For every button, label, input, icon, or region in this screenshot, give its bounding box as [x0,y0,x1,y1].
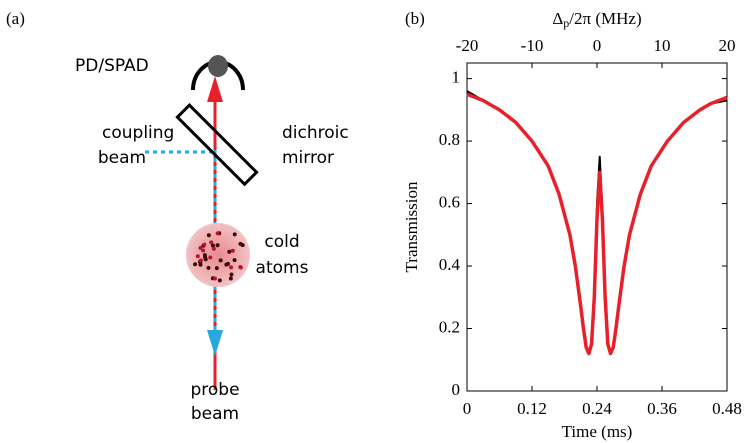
atom [210,243,215,248]
y-axis-label: Transmission [402,181,421,273]
x2-tick-label: -20 [456,36,479,55]
atom [211,246,216,251]
atom [201,248,206,253]
atom [212,276,217,281]
atom [206,233,211,238]
detector-dot [208,55,228,77]
x2-symbol: Δ [552,9,563,28]
atom [215,243,220,248]
atom [230,248,235,253]
atom [238,241,243,246]
atom [215,231,220,236]
y-tick-label: 0 [452,380,461,399]
atom [228,276,233,281]
panel-label: (a) [6,9,25,28]
atom [238,265,243,270]
mirror-label: dichroic [282,123,349,143]
x2-axis-label: Δp/2π (MHz) [552,9,641,30]
atom [198,258,203,263]
y-tick-label: 0.4 [439,255,461,274]
x2-tick-label: -10 [521,36,544,55]
atom [227,249,232,254]
y-tick-label: 0.8 [439,130,460,149]
atom [232,232,237,237]
y-tick-label: 0.2 [439,317,460,336]
probe-arrow [207,76,223,102]
atom [232,258,237,263]
atom [224,262,229,267]
y-tick-label: 1 [452,68,461,87]
x-tick-label: 0.24 [582,399,612,418]
atoms [193,231,245,283]
atom [195,254,200,259]
x-tick-label: 0.48 [712,399,742,418]
atom [209,240,214,245]
x2-subscript: p [563,16,569,30]
x-tick-label: 0.36 [647,399,677,418]
coupling-arrow [207,330,223,356]
coupling-label: coupling [102,123,174,143]
x2-tick-label: 0 [593,36,602,55]
x2-tick-label: 10 [654,36,671,55]
atom [208,255,213,260]
atom-cloud [186,223,250,287]
atom [214,266,219,271]
atom [229,272,234,277]
detector-label: PD/SPAD [75,56,149,76]
atoms-label: cold [264,232,299,252]
y-tick-label: 0.6 [439,192,460,211]
atom [206,265,211,270]
atom [229,265,234,270]
x2-rest: /2π (MHz) [569,9,641,28]
dichroic-mirror [175,102,259,187]
atom [193,262,198,267]
coupling-label: beam [98,148,146,168]
atom [218,258,223,263]
data-line [466,92,728,356]
atoms-label: atoms [256,258,309,278]
atom [202,242,207,247]
atom [203,255,208,260]
atom [198,246,203,251]
x-tick-label: 0.12 [517,399,547,418]
probe-label: beam [191,404,239,424]
x2-tick-label: 20 [719,36,736,55]
atom [217,278,222,283]
probe-label: probe [190,380,239,400]
x-tick-label: 0 [463,399,472,418]
x-axis-label: Time (ms) [562,422,633,441]
mirror-label: mirror [282,148,334,168]
panel-label: (b) [405,9,425,28]
